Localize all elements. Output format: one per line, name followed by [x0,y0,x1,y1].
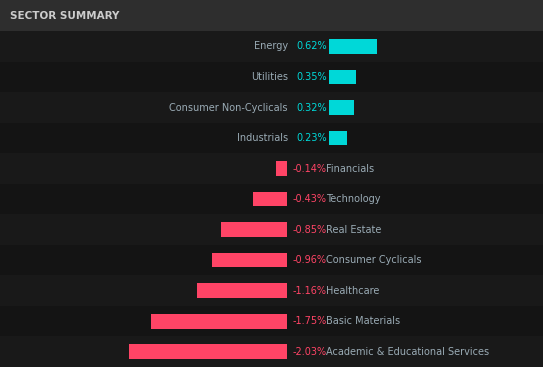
Text: -1.16%: -1.16% [292,286,326,296]
Text: Real Estate: Real Estate [326,225,381,235]
Text: Consumer Cyclicals: Consumer Cyclicals [326,255,421,265]
Text: 0.32%: 0.32% [296,102,327,113]
Text: Healthcare: Healthcare [326,286,379,296]
Text: Financials: Financials [326,164,374,174]
Text: -0.43%: -0.43% [292,194,326,204]
Text: -0.96%: -0.96% [292,255,326,265]
Text: Academic & Educational Services: Academic & Educational Services [326,347,489,357]
Text: Utilities: Utilities [251,72,288,82]
Text: Industrials: Industrials [237,133,288,143]
Text: 0.35%: 0.35% [296,72,327,82]
Text: -2.03%: -2.03% [292,347,326,357]
Text: 0.23%: 0.23% [296,133,327,143]
Text: 0.62%: 0.62% [296,41,327,51]
Text: Energy: Energy [254,41,288,51]
Text: -0.14%: -0.14% [292,164,326,174]
Text: Technology: Technology [326,194,380,204]
Text: SECTOR SUMMARY: SECTOR SUMMARY [10,11,119,21]
Text: Consumer Non-Cyclicals: Consumer Non-Cyclicals [169,102,288,113]
Text: -1.75%: -1.75% [292,316,326,326]
Text: -0.85%: -0.85% [292,225,326,235]
Text: Basic Materials: Basic Materials [326,316,400,326]
